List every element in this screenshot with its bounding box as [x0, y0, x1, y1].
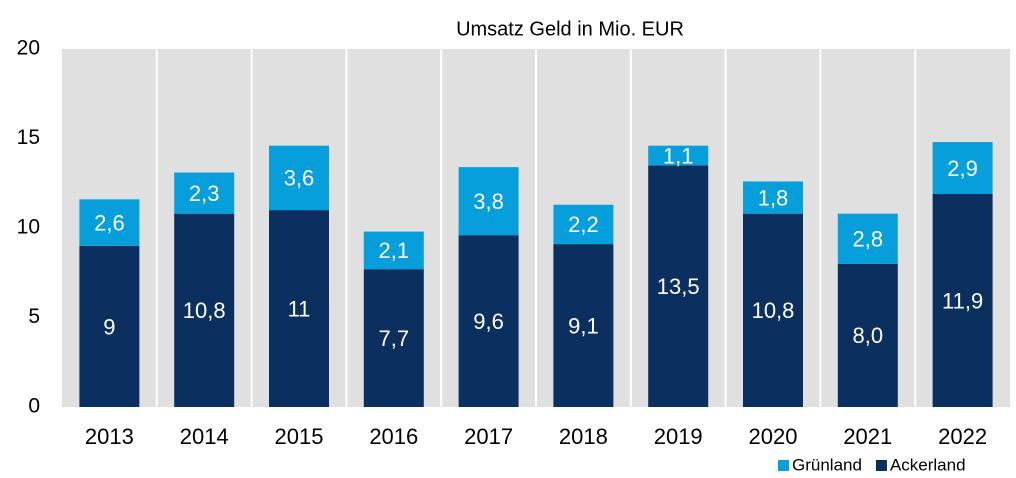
- data-label: 2,6: [94, 210, 125, 235]
- data-label: 9: [103, 314, 115, 339]
- y-tick-label: 5: [28, 305, 40, 328]
- bar-segment: [837, 213, 898, 264]
- bar-segment: [837, 263, 898, 407]
- bar-segment: [743, 181, 803, 214]
- x-tick-label: 2019: [654, 424, 703, 449]
- bar-segment: [363, 269, 424, 407]
- data-label: 11,9: [942, 288, 983, 313]
- bar-segment: [269, 210, 329, 407]
- bar-segment: [743, 213, 803, 407]
- x-tick-label: 2013: [85, 424, 134, 449]
- bar-segment: [458, 235, 519, 407]
- data-label: 8,0: [853, 323, 884, 348]
- y-tick-label: 20: [17, 37, 40, 60]
- bar-segment: [269, 145, 329, 211]
- bar-segment: [648, 145, 709, 166]
- bar-segment: [79, 245, 140, 407]
- bar-segment: [458, 167, 519, 236]
- bar-segment: [648, 165, 709, 407]
- data-label: 3,8: [473, 189, 504, 214]
- data-label: 9,6: [473, 309, 504, 334]
- data-label: 10,8: [183, 298, 226, 323]
- y-tick-label: 0: [28, 395, 40, 418]
- data-label: 2,2: [568, 212, 599, 237]
- data-label: 2,8: [853, 227, 884, 252]
- legend-label: Grünland: [792, 455, 862, 474]
- bar-segment: [553, 204, 614, 245]
- bar-segment: [932, 193, 993, 407]
- bar-segment: [932, 142, 993, 194]
- data-label: 2,1: [379, 238, 410, 263]
- x-tick-label: 2014: [180, 424, 229, 449]
- data-label: 2,9: [947, 156, 978, 181]
- legend-swatch: [778, 460, 789, 471]
- chart-title: Umsatz Geld in Mio. EUR: [456, 18, 684, 40]
- bar-segment: [79, 199, 140, 246]
- x-tick-label: 2021: [843, 424, 892, 449]
- data-label: 10,8: [752, 298, 795, 323]
- bar-segment: [363, 231, 424, 270]
- data-label: 11: [288, 296, 311, 321]
- data-label: 3,6: [284, 166, 315, 191]
- y-tick-label: 15: [17, 126, 40, 149]
- legend-label: Ackerland: [890, 455, 966, 474]
- data-label: 1,1: [663, 143, 694, 168]
- y-tick-label: 10: [17, 216, 40, 239]
- data-label: 13,5: [657, 274, 700, 299]
- data-label: 9,1: [568, 313, 599, 338]
- data-label: 1,8: [758, 185, 789, 210]
- x-tick-label: 2022: [938, 424, 987, 449]
- x-tick-label: 2020: [749, 424, 798, 449]
- legend-swatch: [875, 460, 887, 471]
- bar-segment: [174, 172, 235, 214]
- x-tick-label: 2015: [275, 424, 324, 449]
- x-tick-label: 2017: [464, 424, 513, 449]
- x-tick-label: 2018: [559, 424, 608, 449]
- bar-segment: [553, 244, 614, 407]
- data-label: 2,3: [189, 181, 220, 206]
- x-tick-label: 2016: [369, 424, 418, 449]
- bar-segment: [174, 213, 235, 407]
- data-label: 7,7: [379, 326, 410, 351]
